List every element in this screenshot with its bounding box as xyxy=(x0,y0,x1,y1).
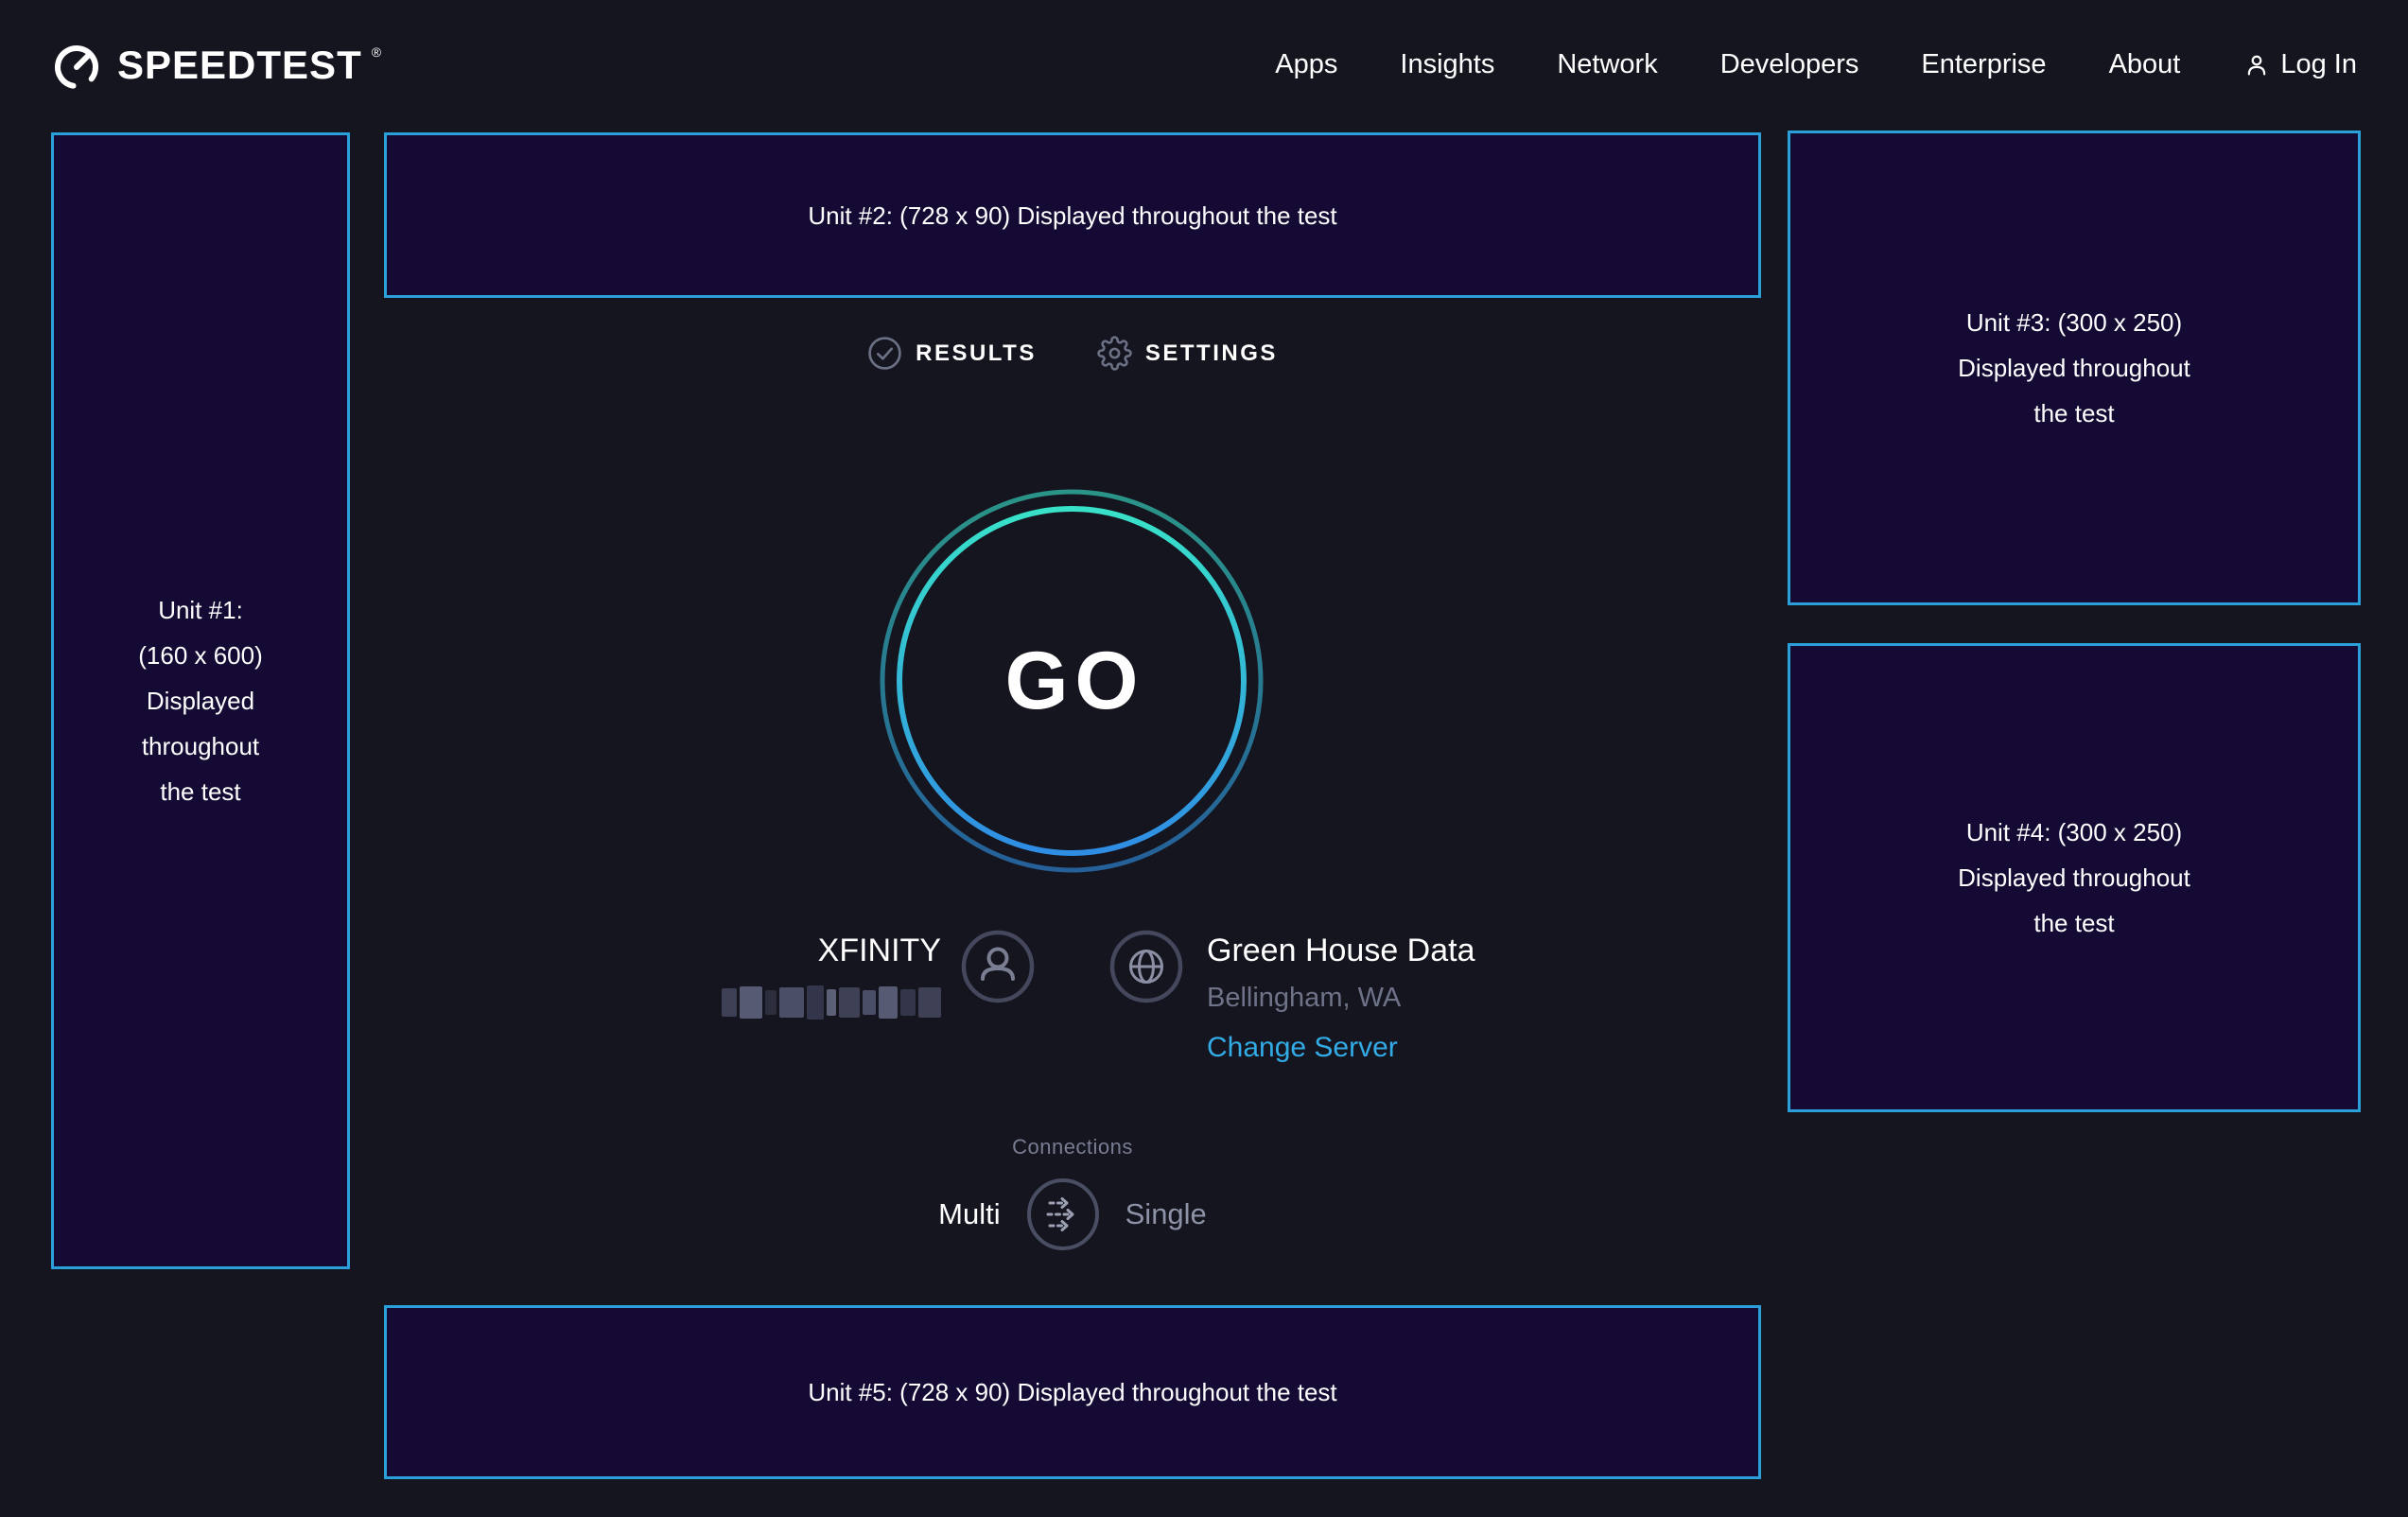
change-server-link[interactable]: Change Server xyxy=(1207,1032,1398,1063)
avatar-icon xyxy=(960,929,1036,1004)
server-block: Green House Data Bellingham, WA Change S… xyxy=(1207,934,1475,1062)
ad-unit-3-label: Unit #3: (300 x 250) Displayed throughou… xyxy=(1958,308,2190,427)
ad-unit-4: Unit #4: (300 x 250) Displayed throughou… xyxy=(1788,643,2361,1112)
censored-ip xyxy=(605,985,941,1020)
connections-toggle[interactable] xyxy=(1025,1177,1101,1252)
ad-unit-5-label: Unit #5: (728 x 90) Displayed throughout… xyxy=(808,1378,1337,1406)
server-location: Bellingham, WA xyxy=(1207,983,1402,1013)
connections-multi[interactable]: Multi xyxy=(938,1197,1001,1230)
nav-item-developers[interactable]: Developers xyxy=(1719,49,1859,79)
nav-item-network[interactable]: Network xyxy=(1557,49,1658,79)
logo-text: SPEEDTEST xyxy=(117,42,362,87)
ad-unit-5: Unit #5: (728 x 90) Displayed throughout… xyxy=(384,1305,1761,1479)
ad-unit-1: Unit #1: (160 x 600) Displayed throughou… xyxy=(51,132,350,1269)
ad-unit-3: Unit #3: (300 x 250) Displayed throughou… xyxy=(1788,131,2361,605)
nav-item-apps[interactable]: Apps xyxy=(1275,49,1338,79)
user-icon xyxy=(2242,51,2271,79)
login-button[interactable]: Log In xyxy=(2242,49,2357,80)
ad-unit-4-label: Unit #4: (300 x 250) Displayed throughou… xyxy=(1958,818,2190,937)
ad-unit-2-label: Unit #2: (728 x 90) Displayed throughout… xyxy=(808,201,1337,230)
nav-item-about[interactable]: About xyxy=(2108,49,2181,79)
ad-unit-1-label: Unit #1: (160 x 600) Displayed throughou… xyxy=(138,596,263,806)
globe-icon xyxy=(1108,929,1184,1004)
tab-results[interactable]: RESULTS xyxy=(867,336,1037,371)
go-button[interactable]: GO xyxy=(876,485,1267,877)
login-label: Log In xyxy=(2280,49,2357,79)
isp-block: XFINITY xyxy=(605,934,941,1020)
tab-settings[interactable]: SETTINGS xyxy=(1097,336,1278,371)
check-circle-icon xyxy=(867,336,902,371)
connections-row: Multi Single xyxy=(384,1177,1761,1252)
multi-arrows-icon xyxy=(1026,1178,1099,1250)
go-label: GO xyxy=(1004,635,1145,726)
connections-single[interactable]: Single xyxy=(1125,1197,1207,1230)
go-ring-svg xyxy=(880,489,1264,873)
tab-bar: RESULTS SETTINGS xyxy=(384,336,1761,371)
isp-name: XFINITY xyxy=(817,933,941,968)
nav-item-insights[interactable]: Insights xyxy=(1400,49,1495,79)
speedtest-logo[interactable]: SPEEDTEST ® xyxy=(51,40,387,91)
nav-item-enterprise[interactable]: Enterprise xyxy=(1921,49,2047,79)
tab-results-label: RESULTS xyxy=(916,340,1037,366)
logo-trademark: ® xyxy=(371,44,382,60)
header: SPEEDTEST ® Apps Insights Network Develo… xyxy=(0,0,2408,130)
gauge-icon xyxy=(51,40,102,91)
connections-label: Connections xyxy=(1012,1135,1133,1159)
nav: Apps Insights Network Developers Enterpr… xyxy=(1275,49,2357,80)
ad-unit-2: Unit #2: (728 x 90) Displayed throughout… xyxy=(384,132,1761,298)
gear-icon xyxy=(1097,336,1132,371)
server-name: Green House Data xyxy=(1207,933,1475,968)
tab-settings-label: SETTINGS xyxy=(1144,340,1278,366)
